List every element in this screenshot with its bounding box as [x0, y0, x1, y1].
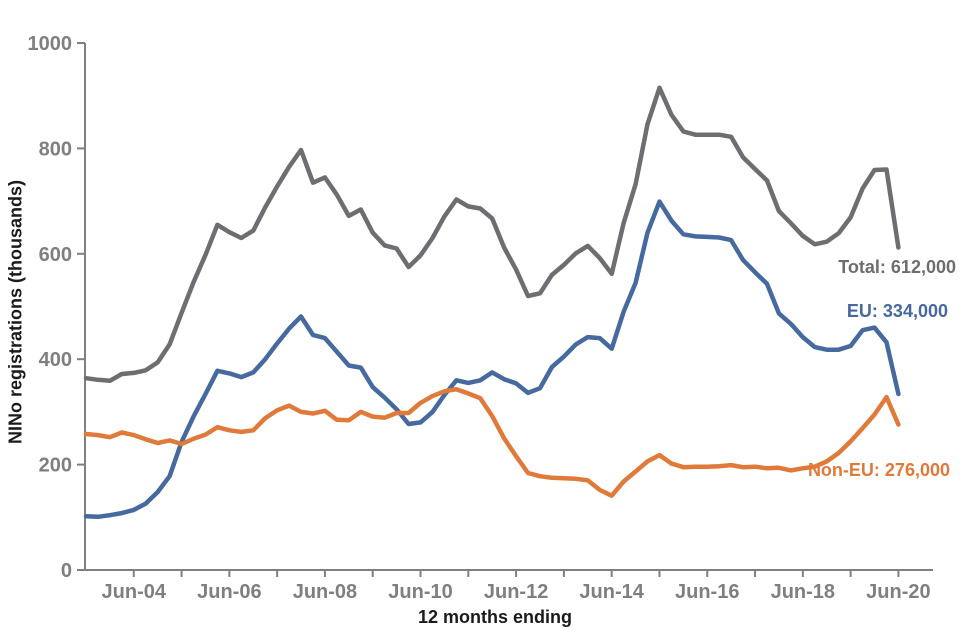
x-tick-label: Jun-12	[484, 581, 548, 603]
y-tick-label: 800	[39, 138, 72, 160]
x-tick-label: Jun-20	[866, 581, 930, 603]
y-tick-label: 0	[61, 560, 72, 582]
x-tick-label: Jun-16	[675, 581, 739, 603]
y-tick-label: 200	[39, 455, 72, 477]
x-tick-label: Jun-06	[197, 581, 261, 603]
y-tick-label: 600	[39, 244, 72, 266]
x-tick-label: Jun-08	[293, 581, 357, 603]
total-series-line	[83, 85, 901, 384]
y-tick-label: 1000	[28, 33, 73, 55]
non-eu-series-annotation: Non-EU: 276,000	[807, 460, 950, 480]
x-tick-label: Jun-14	[579, 581, 644, 603]
eu-series-line	[83, 199, 901, 520]
y-tick-label: 400	[39, 349, 72, 371]
non-eu-series-line	[83, 386, 901, 498]
y-axis-title: NINo registrations (thousands)	[5, 179, 26, 445]
x-tick-label: Jun-10	[388, 581, 452, 603]
total-series-annotation: Total: 612,000	[838, 257, 956, 277]
eu-series-annotation: EU: 334,000	[846, 301, 948, 321]
x-axis-title: 12 months ending	[418, 607, 573, 627]
x-tick-label: Jun-04	[102, 581, 167, 603]
x-tick-label: Jun-18	[771, 581, 835, 603]
